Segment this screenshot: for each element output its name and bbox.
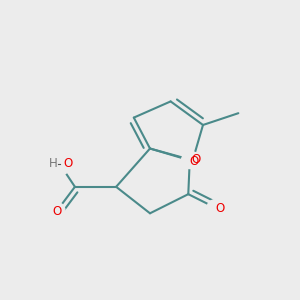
Circle shape — [184, 152, 201, 169]
Text: O: O — [63, 157, 72, 170]
Circle shape — [207, 200, 222, 215]
Circle shape — [182, 152, 198, 169]
Text: O: O — [52, 205, 62, 218]
Text: O: O — [215, 202, 225, 215]
Circle shape — [50, 203, 65, 218]
Text: O: O — [191, 153, 200, 166]
Text: O: O — [189, 155, 198, 168]
Circle shape — [50, 154, 70, 175]
Text: H: H — [49, 157, 58, 170]
